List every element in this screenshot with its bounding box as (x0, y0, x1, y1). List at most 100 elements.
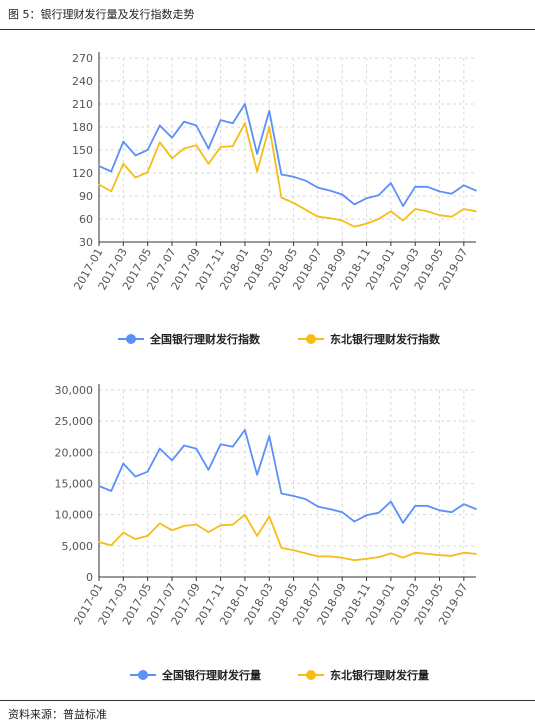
data-point (304, 552, 307, 555)
data-point (329, 508, 331, 510)
data-point (183, 525, 185, 527)
data-point (463, 184, 465, 187)
data-point (122, 531, 125, 534)
data-point (365, 514, 368, 517)
data-point (450, 215, 453, 218)
data-point (377, 511, 380, 514)
data-point (292, 176, 295, 178)
data-point (207, 468, 210, 471)
data-point (463, 208, 465, 210)
data-point (341, 193, 344, 196)
data-point (219, 524, 222, 527)
data-point (207, 147, 210, 150)
data-point (390, 500, 392, 503)
data-point (402, 521, 404, 524)
y-tick-label: 0 (86, 571, 93, 584)
data-point (244, 122, 246, 124)
data-point (159, 124, 161, 127)
data-point (244, 429, 246, 431)
data-point (450, 511, 453, 513)
series-line-2 (98, 513, 477, 562)
data-point (171, 529, 173, 532)
data-point (268, 435, 271, 437)
y-tick-label: 240 (72, 75, 93, 88)
series-line-1 (98, 429, 477, 524)
data-point (231, 122, 234, 124)
data-point (438, 214, 441, 216)
data-point (98, 485, 100, 487)
legend-label: 全国银行理财发行量 (161, 668, 261, 682)
data-point (365, 197, 368, 200)
y-tick-label: 20,000 (55, 446, 94, 459)
data-point (110, 170, 112, 173)
data-point (244, 513, 246, 516)
data-point (450, 555, 453, 557)
legend-label: 全国银行理财发行指数 (149, 332, 261, 346)
data-point (304, 209, 307, 211)
data-point (231, 145, 234, 147)
data-point (256, 535, 258, 537)
y-tick-label: 120 (72, 167, 93, 180)
data-point (159, 141, 161, 144)
data-point (341, 219, 344, 222)
data-point (110, 190, 112, 193)
data-point (463, 503, 465, 505)
data-point (365, 558, 368, 560)
data-point (317, 215, 319, 218)
y-tick-label: 210 (72, 98, 93, 111)
data-point (268, 515, 271, 518)
data-point (317, 555, 319, 558)
data-point (207, 163, 210, 165)
data-point (402, 205, 404, 207)
data-point (171, 157, 173, 160)
data-point (256, 170, 258, 173)
data-point (219, 146, 222, 148)
legend-label: 东北银行理财发行量 (330, 668, 429, 682)
data-point (280, 196, 283, 199)
data-point (110, 490, 112, 492)
data-point (280, 173, 283, 176)
data-point (341, 511, 344, 513)
data-point (402, 556, 404, 559)
data-point (183, 444, 185, 447)
y-tick-label: 270 (72, 52, 93, 65)
data-point (304, 498, 307, 500)
data-point (146, 535, 149, 537)
data-point (329, 189, 331, 192)
data-point (390, 552, 392, 555)
data-point (292, 202, 295, 204)
y-tick-label: 15,000 (55, 478, 94, 491)
data-point (463, 551, 465, 554)
figure-title: 图 5：银行理财发行量及发行指数走势 (8, 8, 195, 21)
data-point (426, 210, 429, 213)
data-point (159, 522, 161, 525)
data-point (159, 447, 161, 450)
data-point (377, 556, 380, 558)
source-note: 资料来源：普益标准 (8, 708, 107, 721)
data-point (195, 523, 198, 526)
y-tick-label: 150 (72, 144, 93, 157)
data-point (122, 462, 125, 465)
legend-label: 东北银行理财发行指数 (330, 332, 441, 346)
data-point (231, 523, 234, 526)
data-point (329, 217, 331, 220)
data-point (122, 140, 125, 143)
data-point (195, 144, 198, 147)
data-point (134, 176, 137, 179)
data-point (122, 163, 125, 165)
data-point (292, 549, 295, 551)
data-point (438, 554, 441, 556)
data-point (134, 475, 137, 478)
data-point (414, 551, 416, 554)
data-point (171, 136, 173, 139)
data-point (231, 445, 234, 448)
data-point (426, 186, 429, 188)
data-point (219, 443, 222, 446)
data-point (292, 495, 295, 497)
series-line-1 (98, 103, 477, 207)
data-point (146, 171, 149, 174)
y-tick-label: 30,000 (55, 384, 94, 397)
data-point (207, 531, 210, 533)
data-point (414, 505, 416, 507)
data-point (146, 149, 149, 151)
